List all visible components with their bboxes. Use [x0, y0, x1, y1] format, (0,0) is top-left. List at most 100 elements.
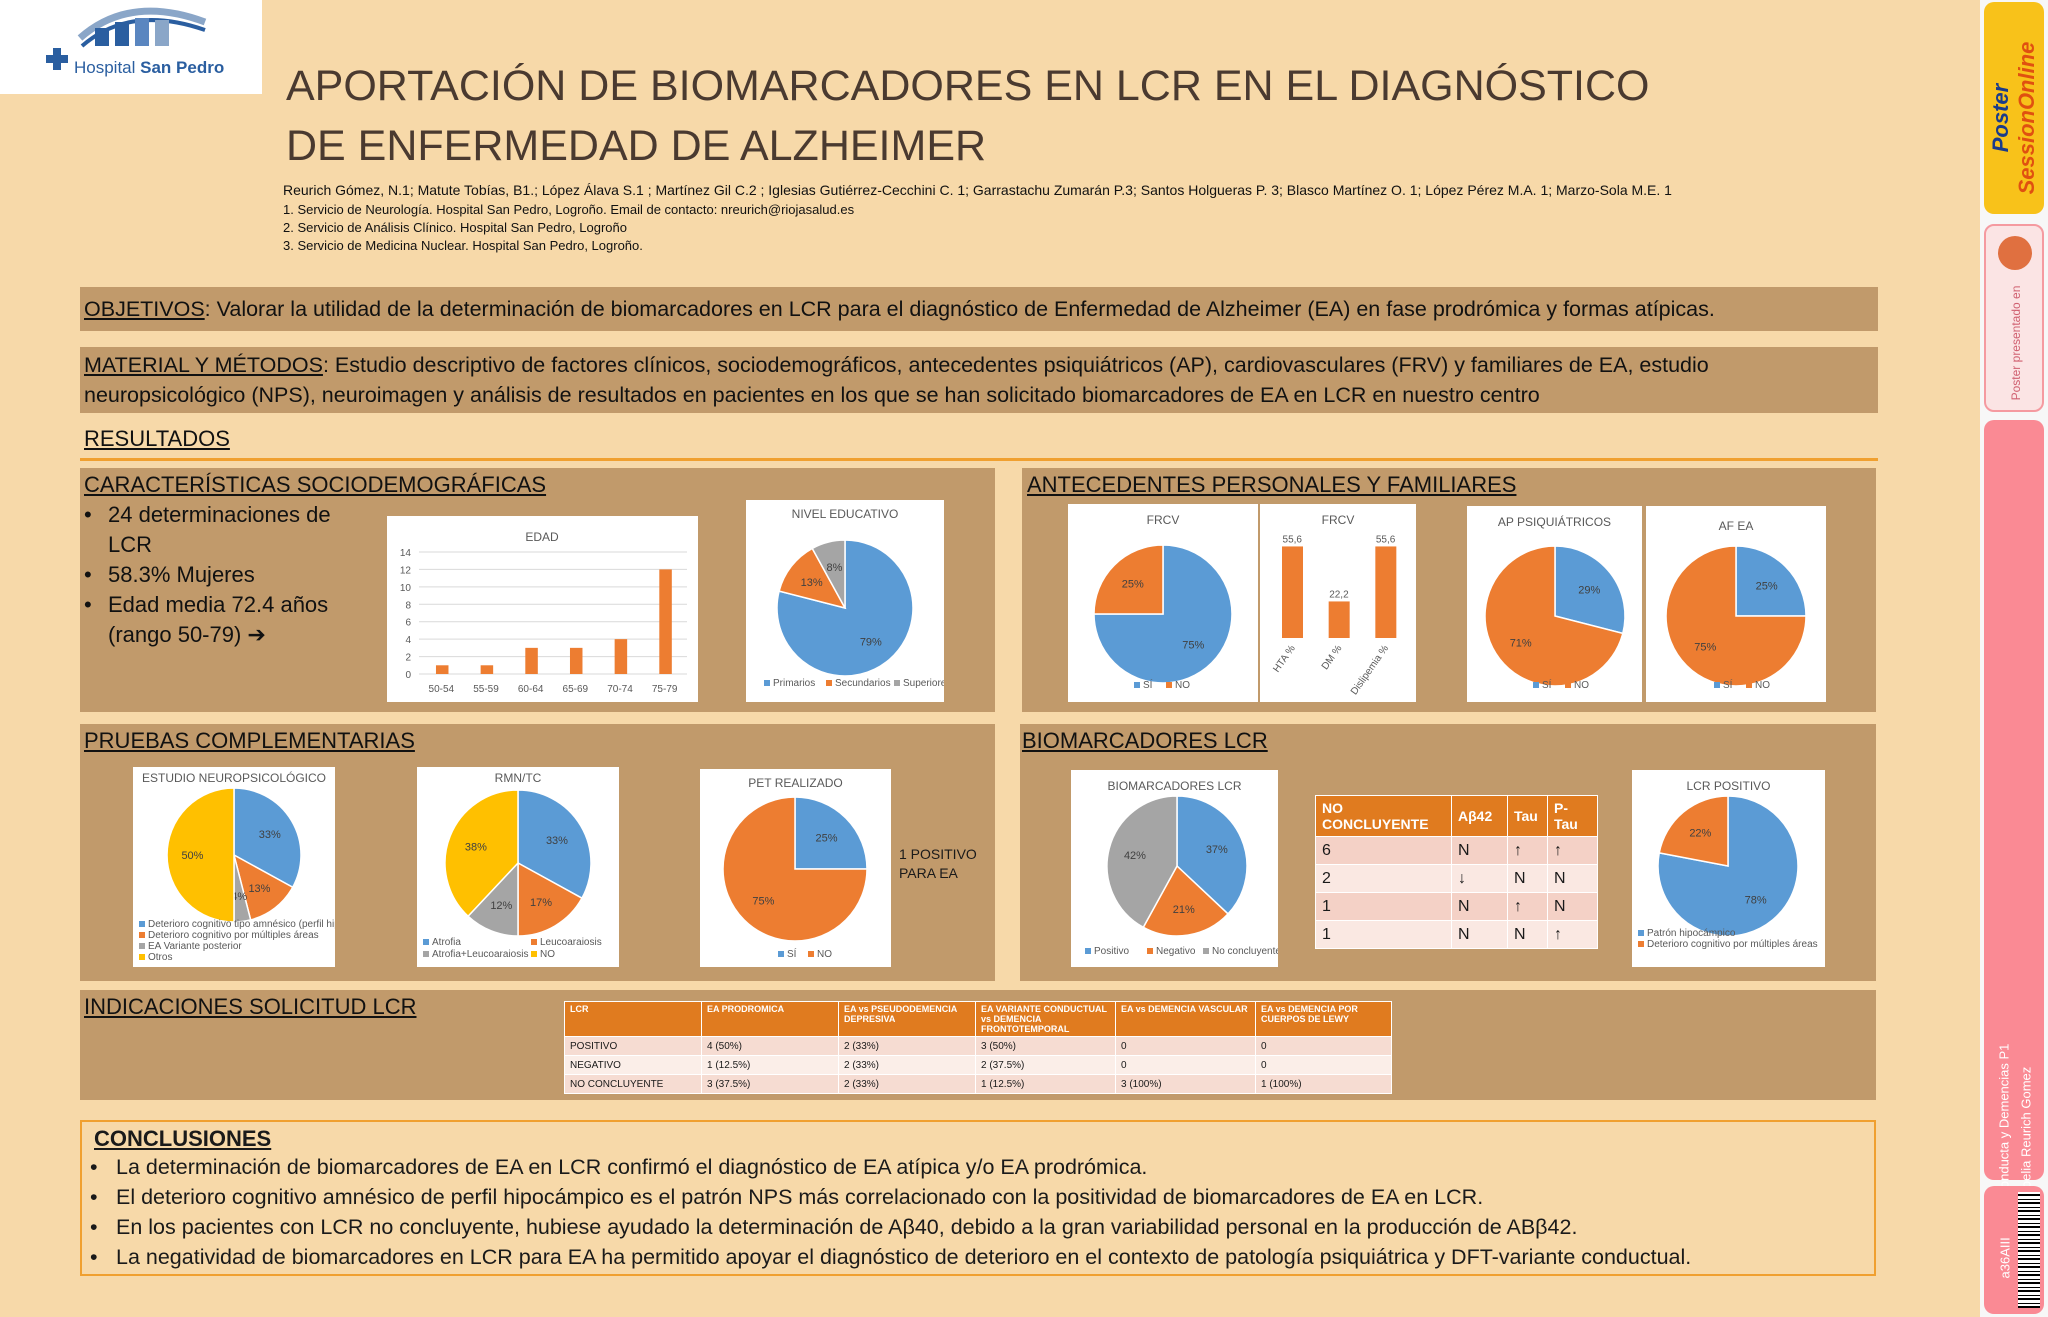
conclusiones-heading: CONCLUSIONES	[94, 1126, 272, 1151]
slice-label: 25%	[1756, 580, 1778, 592]
slice-label: 79%	[860, 636, 882, 648]
conclusion-item: El deterioro cognitivo amnésico de perfi…	[86, 1182, 1870, 1212]
pie-slice	[722, 796, 868, 942]
legend-label: SÍ	[1143, 678, 1153, 691]
legend-swatch	[1746, 682, 1752, 688]
table-header-row: LCR EA PRODROMICA EA vs PSEUDODEMENCIA D…	[564, 1001, 1392, 1037]
table-cell: ↑	[1507, 836, 1548, 865]
legend-label: Leucoaraiosis	[540, 937, 602, 948]
appsiq-chart-box: AP PSIQUIÁTRICOS 29% 71% SÍ NO	[1467, 506, 1642, 702]
table-cell: 2 (37.5%)	[975, 1055, 1116, 1075]
frcv1-chart-box: FRCV 75% 25% SÍ NO	[1068, 504, 1258, 702]
socio-bullets: • 24 determinaciones de LCR • 58.3% Mujere…	[84, 500, 374, 650]
table-cell: 2 (33%)	[838, 1074, 976, 1094]
table-cell: N	[1451, 892, 1508, 921]
slice-label: 75%	[1694, 642, 1716, 654]
legend-swatch	[139, 943, 145, 949]
pie-slice	[1093, 544, 1164, 615]
affiliation-3: 3. Servicio de Medicina Nuclear. Hospita…	[283, 238, 643, 253]
table-row: 6 N ↑ ↑	[1315, 836, 1598, 865]
legend-swatch	[139, 932, 145, 938]
indicaciones-heading: INDICACIONES SOLICITUD LCR	[84, 994, 417, 1019]
bar	[1375, 546, 1397, 638]
table-cell: 1 (12.5%)	[701, 1055, 839, 1075]
legend-swatch	[1638, 941, 1644, 947]
slice-label: 12%	[490, 900, 512, 912]
pet-chart-box: PET REALIZADO 25% 75% SÍ NO	[700, 769, 891, 967]
socio-bullet-2: • 58.3% Mujeres	[84, 562, 255, 587]
hospital-building-icon	[46, 7, 207, 70]
table-cell: 2	[1315, 864, 1452, 893]
tick-label: 14	[400, 548, 412, 559]
legend-swatch	[423, 939, 429, 945]
hospital-name: Hospital San Pedro	[74, 58, 225, 77]
table-cell: N	[1451, 836, 1508, 865]
table-header-cell: P-Tau	[1547, 795, 1598, 837]
indicaciones-table-wrap: LCR EA PRODROMICA EA vs PSEUDODEMENCIA D…	[564, 1001, 1392, 1094]
table-header-cell: Tau	[1507, 795, 1548, 837]
category-label: 70-74	[607, 684, 633, 695]
slice-label: 8%	[827, 562, 843, 574]
legend-swatch	[531, 951, 537, 957]
pie-slice	[1093, 544, 1233, 684]
chart-title: NIVEL EDUCATIVO	[792, 507, 899, 521]
legend-label: Superiores	[903, 678, 944, 689]
table-cell: N	[1507, 920, 1548, 949]
legend-swatch	[423, 951, 429, 957]
nps-chart-box: ESTUDIO NEUROPSICOLÓGICO 33% 13% 4% 50% Deter…	[133, 767, 386, 967]
table-row: NEGATIVO 1 (12.5%) 2 (33%) 2 (37.5%) 0 0	[564, 1055, 1392, 1075]
congress-logo-icon	[1998, 236, 2032, 270]
hospital-logo: Hospital San Pedro	[0, 0, 262, 94]
edad-chart-box: EDAD 0 2 4 6 8 10 12 14 50-54 55-59 60-64 65-69 70-74…	[387, 516, 698, 702]
legend-swatch	[1533, 682, 1539, 688]
table-cell: NO CONCLUYENTE	[564, 1074, 702, 1094]
bar	[1328, 601, 1350, 638]
tick-label: 6	[405, 618, 411, 629]
pie-slice	[166, 787, 235, 923]
table-cell: NEGATIVO	[564, 1055, 702, 1075]
table-cell: 4 (50%)	[701, 1036, 839, 1056]
frcv2-chart: FRCV 55,6 HTA % 22,2 DM % 55,6 Dislipemia %	[1271, 513, 1397, 697]
legend-label: NO	[1574, 680, 1589, 691]
legend-label: Deterioro cognitivo por múltiples áreas	[1647, 939, 1818, 950]
legend-swatch	[826, 680, 832, 686]
chart-title: ESTUDIO NEUROPSICOLÓGICO	[142, 770, 326, 785]
tick-label: 10	[400, 583, 412, 594]
table-row: NO CONCLUYENTE 3 (37.5%) 2 (33%) 1 (12.5…	[564, 1074, 1392, 1094]
chart-title: RMN/TC	[495, 771, 542, 785]
conclusiones-box: CONCLUSIONES La determinación de biomarc…	[80, 1120, 1876, 1276]
pie-slice	[1554, 545, 1626, 635]
rmn-chart: RMN/TC 33% 17% 12% 38% Atrofia Leucoaraiosis At…	[423, 771, 602, 960]
legend-label: NO	[540, 949, 555, 960]
pruebas-heading: PRUEBAS COMPLEMENTARIAS	[84, 728, 415, 753]
slice-label: 4%	[231, 891, 247, 903]
slice-label: 33%	[546, 835, 568, 847]
legend-swatch	[1085, 948, 1091, 954]
table-header-row: NO CONCLUYENTE Aβ42 Tau P-Tau	[1315, 795, 1598, 837]
table-cell: N	[1451, 920, 1508, 949]
table-header-cell: NO CONCLUYENTE	[1315, 795, 1452, 837]
objetivos-text: : Valorar la utilidad de la determinació…	[204, 297, 1715, 321]
resultados-heading: RESULTADOS	[84, 426, 230, 451]
bar	[614, 639, 628, 674]
table-cell: 3 (37.5%)	[701, 1074, 839, 1094]
table-cell: N	[1507, 864, 1548, 893]
chart-title: BIOMARCADORES LCR	[1107, 779, 1241, 793]
table-cell: 0	[1115, 1055, 1256, 1075]
slice-label: 75%	[1182, 639, 1204, 651]
table-row: POSITIVO 4 (50%) 2 (33%) 3 (50%) 0 0	[564, 1036, 1392, 1056]
tick-label: 8	[405, 600, 411, 611]
slice-label: 25%	[816, 832, 838, 844]
bio-chart-box: BIOMARCADORES LCR 37% 21% 42% Positivo Negati…	[1071, 770, 1281, 967]
session-card: Conducta y Demencias P1 Noelia Reurich G…	[1984, 420, 2044, 1198]
slice-label: 37%	[1206, 844, 1228, 856]
category-label: 60-64	[518, 684, 544, 695]
slice-label: 25%	[1122, 579, 1144, 591]
table-row: 1 N ↑ N	[1315, 892, 1598, 921]
affiliation-2: 2. Servicio de Análisis Clínico. Hospita…	[283, 220, 627, 235]
tick-label: 4	[405, 635, 411, 646]
legend-swatch	[894, 680, 900, 686]
chart-title: FRCV	[1147, 513, 1180, 527]
pie-slice	[1665, 545, 1807, 687]
legend-label: NO	[817, 949, 832, 960]
